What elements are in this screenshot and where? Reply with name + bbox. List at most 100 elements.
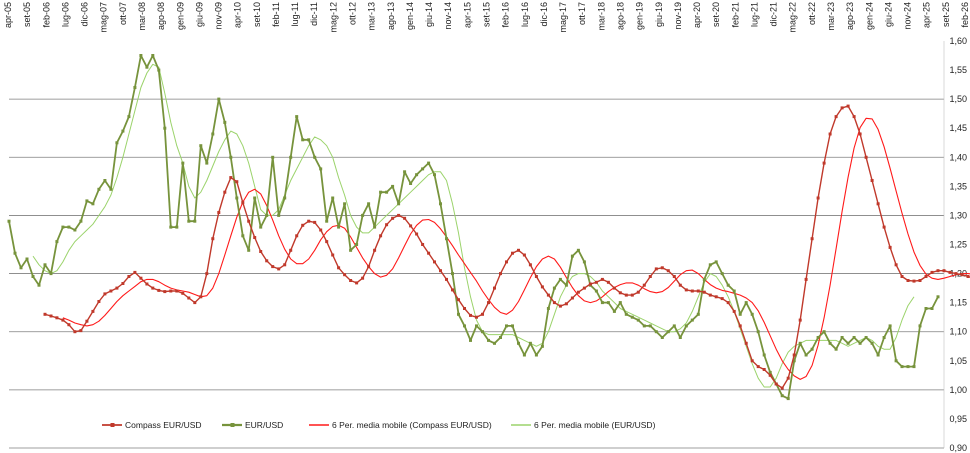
data-point-marker — [702, 277, 706, 281]
data-point-marker — [762, 353, 766, 357]
data-point-marker — [109, 187, 113, 191]
x-tick-label: feb-11 — [271, 2, 281, 27]
data-point-marker — [325, 219, 329, 223]
x-tick-label: gen-14 — [405, 2, 415, 30]
data-point-marker — [738, 312, 742, 316]
data-point-marker — [31, 275, 35, 278]
data-point-marker — [133, 270, 137, 274]
data-point-marker — [259, 225, 263, 229]
y-tick-label: 1,55 — [949, 65, 967, 75]
gridlines — [9, 41, 945, 449]
legend-item-1: EUR/USD — [222, 420, 283, 430]
data-point-marker — [175, 225, 179, 229]
x-tick-label: giu-24 — [883, 2, 893, 27]
data-point-marker — [397, 213, 401, 217]
data-point-marker — [948, 270, 952, 274]
data-point-marker — [534, 353, 538, 357]
data-point-marker — [169, 289, 173, 293]
data-point-marker — [217, 97, 221, 101]
data-point-marker — [582, 260, 586, 264]
data-point-marker — [918, 324, 922, 328]
x-tick-label: feb-26 — [960, 2, 970, 28]
data-point-marker — [756, 365, 760, 369]
data-point-marker — [427, 161, 431, 165]
data-point-marker — [67, 323, 71, 327]
data-point-marker — [714, 295, 718, 299]
data-point-marker — [630, 293, 634, 297]
data-point-marker — [726, 283, 730, 287]
data-point-marker — [930, 307, 934, 310]
data-point-marker — [37, 283, 41, 287]
legend-marker — [230, 423, 235, 427]
data-point-marker — [175, 289, 179, 293]
data-point-marker — [379, 234, 383, 238]
legend-label: 6 Per. media mobile (Compass EUR/USD) — [332, 420, 492, 430]
data-point-marker — [55, 240, 59, 244]
data-point-marker — [457, 298, 460, 302]
data-point-marker — [163, 290, 167, 294]
data-point-marker — [493, 286, 496, 290]
data-point-marker — [852, 336, 856, 339]
data-point-marker — [85, 319, 89, 323]
data-point-marker — [343, 273, 347, 277]
y-tick-label: 0,90 — [949, 443, 967, 453]
data-point-marker — [187, 219, 191, 223]
data-point-marker — [493, 341, 496, 345]
x-tick-label: apr-15 — [462, 2, 472, 28]
y-tick-label: 1,45 — [949, 123, 967, 133]
data-point-marker — [798, 341, 802, 345]
data-point-marker — [235, 196, 239, 200]
data-point-marker — [750, 312, 754, 316]
data-point-marker — [319, 228, 323, 232]
data-point-marker — [954, 272, 958, 276]
data-point-marker — [391, 216, 395, 220]
x-tick-label: apr-25 — [922, 2, 932, 28]
data-point-marker — [145, 65, 149, 69]
data-point-marker — [810, 237, 814, 241]
data-point-marker — [73, 330, 77, 334]
x-tick-label: mar-08 — [137, 2, 147, 31]
data-point-marker — [79, 329, 83, 333]
data-point-marker — [133, 86, 137, 89]
data-point-marker — [930, 270, 934, 274]
data-point-marker — [726, 301, 730, 305]
data-point-marker — [882, 225, 886, 229]
y-tick-label: 1,50 — [949, 94, 967, 104]
x-tick-label: mar-18 — [596, 2, 606, 31]
data-point-marker — [648, 275, 652, 278]
data-point-marker — [433, 260, 436, 264]
data-point-marker — [289, 155, 293, 159]
data-point-marker — [552, 301, 556, 305]
data-point-marker — [169, 225, 173, 229]
data-point-marker — [894, 359, 898, 363]
x-tick-label: set-05 — [22, 2, 32, 27]
data-point-marker — [840, 336, 844, 339]
data-point-marker — [253, 236, 257, 239]
data-point-marker — [966, 275, 970, 278]
x-tick-label: set-15 — [482, 2, 492, 27]
data-point-marker — [157, 288, 161, 292]
data-point-marker — [888, 324, 892, 328]
x-tick-label: lug-16 — [520, 2, 530, 27]
data-point-marker — [433, 173, 436, 177]
data-point-marker — [361, 276, 365, 280]
data-point-marker — [139, 276, 143, 280]
x-tick-label: apr-10 — [233, 2, 243, 28]
data-point-marker — [882, 336, 886, 339]
data-point-marker — [906, 279, 910, 282]
data-point-marker — [720, 297, 724, 301]
data-point-marker — [846, 341, 850, 345]
data-point-marker — [744, 341, 748, 345]
data-point-marker — [570, 296, 574, 300]
data-point-marker — [451, 288, 454, 292]
data-point-marker — [852, 115, 856, 119]
data-point-marker — [648, 324, 652, 328]
data-point-marker — [780, 386, 784, 390]
data-point-marker — [858, 132, 862, 136]
data-point-marker — [600, 277, 604, 281]
data-point-marker — [49, 314, 53, 318]
y-tick-label: 1,05 — [949, 356, 967, 366]
data-point-marker — [606, 301, 610, 305]
data-point-marker — [558, 277, 562, 281]
